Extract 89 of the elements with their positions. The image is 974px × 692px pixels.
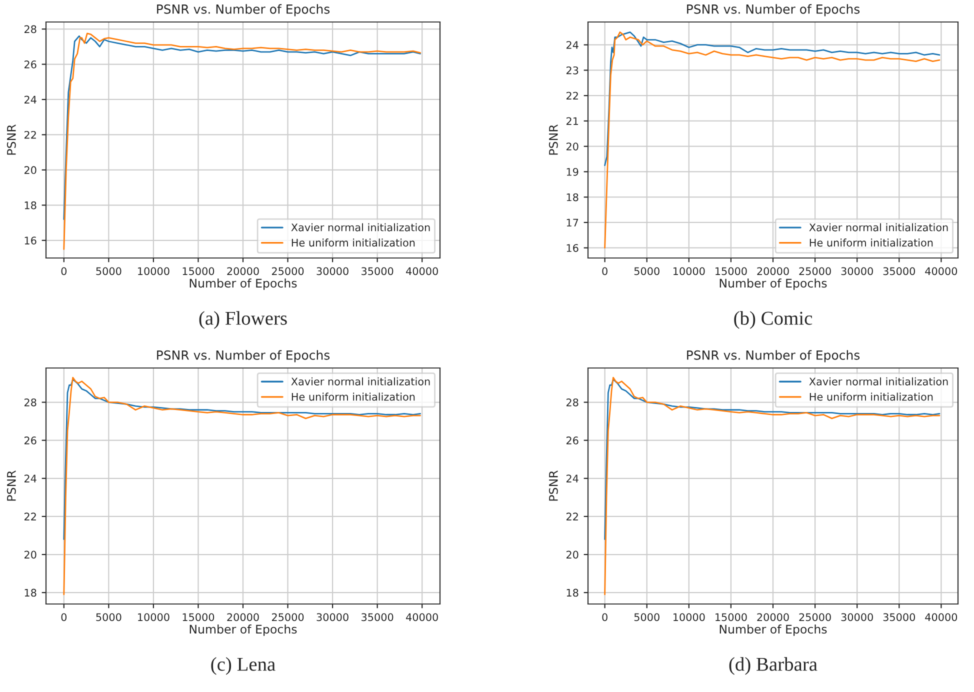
x-axis-title: Number of Epochs — [190, 624, 297, 636]
y-tick-label: 26 — [24, 436, 36, 444]
x-tick-label: 25000 — [272, 613, 304, 622]
y-axis-title: PSNR — [6, 124, 16, 155]
y-tick-label: 20 — [24, 550, 36, 559]
y-tick-label: 18 — [566, 193, 578, 202]
x-tick-label: 20000 — [227, 267, 259, 276]
text: (c) Lena — [211, 657, 276, 675]
x-tick-label: 0 — [61, 613, 67, 622]
y-tick-label: 28 — [24, 25, 36, 34]
y-tick-label: 20 — [566, 550, 578, 559]
x-tick-label: 10000 — [673, 267, 705, 276]
chart-title: PSNR vs. Number of Epochs — [157, 4, 330, 16]
x-tick-label: 15000 — [182, 613, 214, 622]
y-axis-title: PSNR — [6, 470, 16, 501]
y-tick-label: 28 — [566, 398, 578, 406]
x-tick-label: 5000 — [96, 267, 122, 276]
x-tick-label: 5000 — [634, 267, 660, 276]
y-axis-title: PSNR — [548, 470, 558, 501]
y-tick-label: 18 — [566, 588, 578, 597]
y-tick-label: 26 — [566, 436, 578, 444]
x-tick-label: 15000 — [182, 267, 214, 276]
x-tick-label: 30000 — [841, 267, 873, 276]
y-tick-label: 18 — [24, 588, 36, 597]
y-tick-label: 22 — [24, 512, 36, 520]
y-tick-label: 20 — [566, 142, 578, 150]
legend-label: He uniform initialization — [292, 392, 415, 401]
y-tick-label: 18 — [24, 201, 36, 210]
legend-label: Xavier normal initialization — [809, 223, 948, 232]
line-series — [604, 31, 940, 166]
text: (a) Flowers — [199, 311, 287, 329]
x-tick-label: 10000 — [138, 613, 170, 622]
text: (d) Barbara — [729, 657, 818, 675]
x-tick-label: 0 — [602, 267, 608, 276]
x-tick-label: 40000 — [925, 613, 958, 622]
y-tick-label: 24 — [566, 474, 578, 482]
x-tick-label: 35000 — [883, 267, 916, 276]
y-tick-label: 22 — [566, 92, 578, 100]
legend-label: He uniform initialization — [292, 238, 415, 247]
x-tick-label: 20000 — [227, 613, 259, 622]
x-tick-label: 30000 — [316, 267, 348, 276]
text: (b) Comic — [734, 311, 812, 329]
chart-title: PSNR vs. Number of Epochs — [687, 4, 860, 16]
legend-label: He uniform initialization — [810, 238, 933, 247]
x-tick-label: 5000 — [96, 613, 122, 622]
x-tick-label: 20000 — [757, 613, 789, 622]
y-tick-label: 16 — [566, 244, 578, 252]
x-tick-label: 30000 — [316, 613, 348, 622]
x-tick-label: 15000 — [716, 613, 747, 622]
x-tick-label: 0 — [602, 613, 608, 622]
x-tick-label: 25000 — [799, 613, 831, 622]
legend-label: He uniform initialization — [810, 392, 933, 401]
x-axis-title: Number of Epochs — [720, 624, 827, 636]
y-tick-label: 24 — [24, 474, 36, 482]
x-tick-label: 40000 — [406, 613, 438, 622]
legend-label: Xavier normal initialization — [291, 223, 430, 232]
x-tick-label: 25000 — [272, 267, 304, 276]
chart-title: PSNR vs. Number of Epochs — [157, 350, 330, 362]
x-axis-title: Number of Epochs — [720, 278, 827, 290]
y-axis-title: PSNR — [548, 124, 558, 155]
legend-label: Xavier normal initialization — [809, 377, 948, 386]
y-tick-label: 21 — [566, 117, 578, 125]
x-tick-label: 35000 — [362, 613, 394, 622]
y-tick-label: 20 — [24, 166, 36, 174]
y-tick-label: 16 — [24, 236, 36, 244]
x-tick-label: 35000 — [362, 267, 394, 276]
y-tick-label: 22 — [24, 130, 36, 139]
x-tick-label: 5000 — [634, 613, 660, 622]
x-tick-label: 35000 — [883, 613, 916, 622]
x-tick-label: 40000 — [925, 267, 958, 276]
x-tick-label: 40000 — [406, 267, 438, 276]
x-tick-label: 30000 — [841, 613, 873, 622]
y-tick-label: 22 — [566, 512, 578, 520]
x-tick-label: 10000 — [673, 613, 705, 622]
legend-label: Xavier normal initialization — [291, 377, 430, 386]
x-tick-label: 20000 — [757, 267, 789, 276]
y-tick-label: 17 — [566, 218, 578, 226]
x-tick-label: 10000 — [138, 267, 170, 276]
x-tick-label: 15000 — [716, 267, 747, 276]
chart-title: PSNR vs. Number of Epochs — [687, 350, 860, 362]
y-tick-label: 24 — [566, 41, 578, 49]
x-tick-label: 0 — [61, 267, 67, 276]
x-tick-label: 25000 — [799, 267, 831, 276]
y-tick-label: 19 — [566, 168, 578, 176]
y-tick-label: 26 — [24, 60, 36, 68]
y-tick-label: 28 — [24, 398, 36, 406]
y-tick-label: 23 — [566, 66, 578, 74]
x-axis-title: Number of Epochs — [190, 278, 297, 290]
y-tick-label: 24 — [24, 96, 36, 104]
